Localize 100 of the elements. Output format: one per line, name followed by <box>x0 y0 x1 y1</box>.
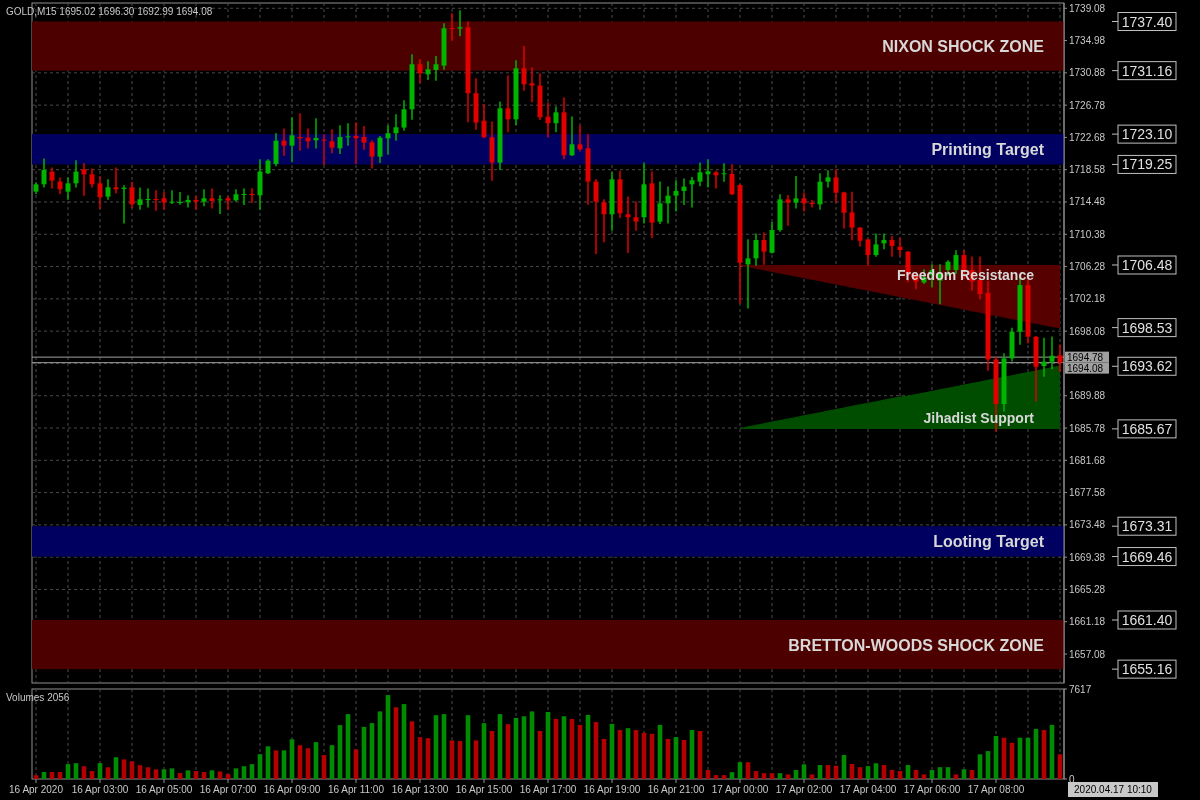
y2-tick-label: 1655.16 <box>1121 661 1173 678</box>
candlestick <box>705 159 711 188</box>
y-tick-label: 1726.78 <box>1069 99 1106 111</box>
y-tick-label: 1734.98 <box>1069 35 1106 47</box>
candlestick <box>321 134 327 166</box>
y-tick-label: 1685.78 <box>1069 422 1106 434</box>
bar <box>921 774 927 779</box>
y2-tick-label: 1661.40 <box>1121 612 1173 628</box>
ref-line-label: 1694.78 <box>1067 352 1104 364</box>
candlestick <box>65 177 71 200</box>
x-tick-label: 16 Apr 21:00 <box>647 784 705 795</box>
candlestick <box>593 179 599 255</box>
candlestick <box>553 106 559 133</box>
candlestick <box>137 187 143 210</box>
y-tick-label: 1689.88 <box>1069 390 1106 402</box>
candlestick <box>401 100 407 131</box>
y-tick-label: 1661.18 <box>1069 616 1106 628</box>
candlestick <box>193 195 199 210</box>
candlestick <box>569 116 575 157</box>
y-tick-label: 7617 <box>1069 683 1092 695</box>
x-tick-label: 17 Apr 00:00 <box>711 784 769 795</box>
y2-tick-label: 1693.62 <box>1121 358 1173 375</box>
candlestick <box>433 55 439 81</box>
candlestick <box>41 158 47 188</box>
chart-title: Volumes 2056 <box>6 692 70 703</box>
bar <box>809 774 815 779</box>
bar <box>225 774 231 779</box>
y-tick-label: 1681.68 <box>1069 454 1106 466</box>
y2-tick-label: 1706.48 <box>1121 257 1173 273</box>
candlestick <box>169 190 175 205</box>
candlestick <box>841 191 847 229</box>
y-tick-label: 1677.58 <box>1069 487 1106 499</box>
candlestick <box>713 170 719 189</box>
candlestick <box>177 191 183 205</box>
candlestick <box>209 188 215 209</box>
candlestick <box>145 188 151 208</box>
candlestick <box>113 167 119 194</box>
candlestick <box>273 133 279 167</box>
y-tick-label: 1730.88 <box>1069 67 1106 79</box>
candlestick <box>241 188 247 206</box>
candlestick <box>689 176 695 208</box>
y2-tick-label: 1737.40 <box>1121 13 1173 30</box>
y2-tick-label: 1685.67 <box>1121 420 1173 437</box>
candlestick <box>73 160 79 188</box>
candlestick <box>385 125 391 155</box>
x-tick-label: 17 Apr 06:00 <box>903 784 961 795</box>
candlestick <box>377 135 383 164</box>
candlestick <box>817 173 823 210</box>
candlestick <box>577 125 583 152</box>
band-label: BRETTON-WOODS SHOCK ZONE <box>788 636 1045 654</box>
candlestick <box>825 170 831 188</box>
candlestick <box>417 59 423 84</box>
x-tick-label: 16 Apr 19:00 <box>583 784 641 795</box>
bar <box>785 774 791 779</box>
candlestick <box>505 75 511 133</box>
candlestick <box>225 195 231 210</box>
candlestick <box>545 102 551 138</box>
candlestick <box>697 162 703 187</box>
candlestick <box>329 129 335 154</box>
y2-tick-label: 1669.46 <box>1121 548 1173 565</box>
y2-tick-label: 1731.16 <box>1121 62 1173 79</box>
bar <box>209 770 215 779</box>
candlestick <box>457 10 463 37</box>
candlestick <box>745 239 751 309</box>
y2-tick-label: 1698.53 <box>1121 319 1173 336</box>
x-tick-label: 16 Apr 13:00 <box>391 784 449 795</box>
candlestick <box>889 235 895 257</box>
y-tick-label: 1657.08 <box>1069 648 1106 660</box>
candlestick <box>521 45 527 91</box>
candlestick <box>153 190 159 211</box>
band-label: Looting Target <box>933 533 1045 551</box>
candlestick <box>481 104 487 139</box>
candlestick <box>129 181 135 209</box>
text: 2020.04.17 10:10 <box>1074 784 1153 795</box>
x-tick-label: 17 Apr 08:00 <box>967 784 1025 795</box>
y-tick-label: 1665.28 <box>1069 583 1106 595</box>
band-label: NIXON SHOCK ZONE <box>882 38 1045 56</box>
bar <box>233 768 239 779</box>
candlestick <box>281 128 287 156</box>
candlestick <box>361 125 367 150</box>
candlestick <box>105 179 111 200</box>
candlestick <box>633 201 639 231</box>
x-tick-label: 16 Apr 09:00 <box>263 784 321 795</box>
candlestick <box>665 186 671 224</box>
candlestick <box>849 191 855 241</box>
candlestick <box>529 67 535 103</box>
y-tick-label: 1706.28 <box>1069 261 1106 273</box>
x-tick-label: 17 Apr 04:00 <box>839 784 897 795</box>
candlestick <box>673 180 679 212</box>
y-tick-label: 1673.48 <box>1069 519 1106 531</box>
bar <box>953 774 959 779</box>
candlestick <box>625 196 631 254</box>
chart-title: GOLD,M15 1695.02 1696.30 1692.99 1694.08 <box>6 6 213 17</box>
candlestick <box>449 13 455 41</box>
y-tick-label: 1710.38 <box>1069 228 1106 240</box>
candlestick <box>865 238 871 266</box>
y-tick-label: 1718.58 <box>1069 164 1106 176</box>
candlestick <box>721 163 727 182</box>
x-tick-label: 16 Apr 15:00 <box>455 784 513 795</box>
bar <box>185 770 191 779</box>
